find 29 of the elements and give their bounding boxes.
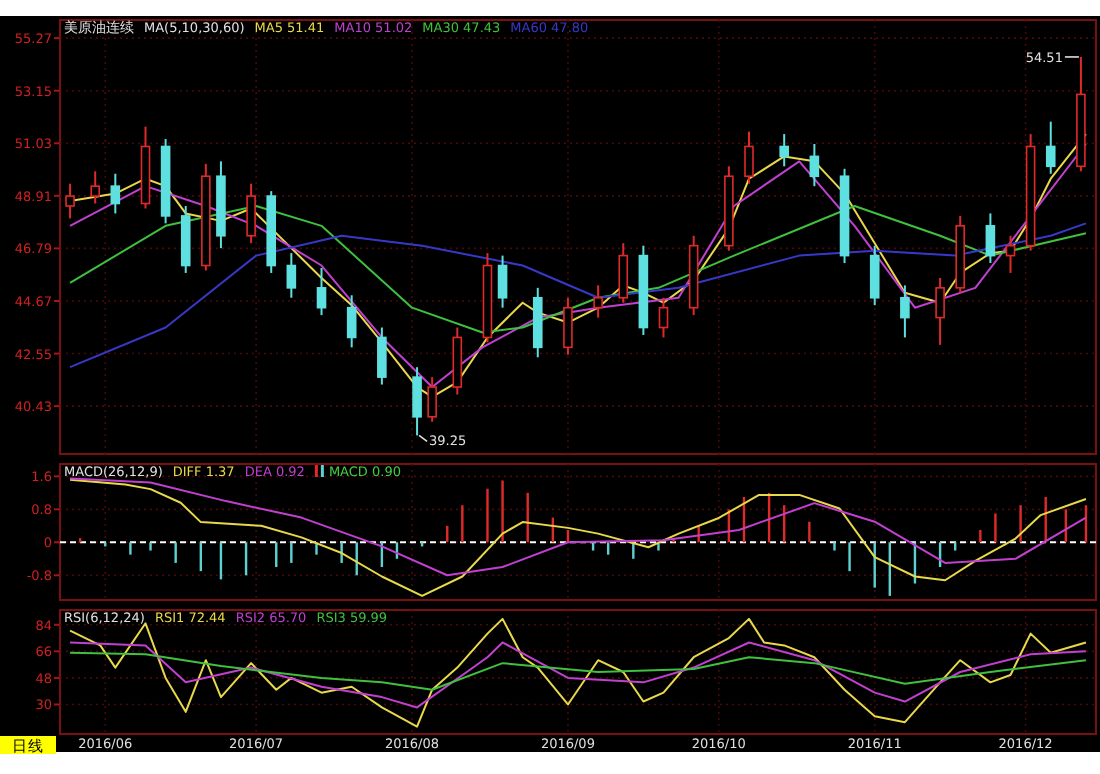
candlestick [90, 170, 100, 205]
candlestick [412, 366, 422, 437]
candlestick [246, 182, 256, 245]
candlestick [744, 130, 754, 185]
candlestick [346, 294, 357, 349]
line-series [69, 641, 1087, 709]
candlestick [110, 172, 121, 215]
candlestick [286, 252, 297, 299]
candlestick [593, 284, 603, 319]
candlestick [1005, 234, 1016, 274]
line-series [69, 477, 1087, 577]
candlestick [377, 326, 387, 386]
candlestick [497, 254, 508, 309]
candlestick [809, 143, 820, 188]
candlestick [618, 242, 629, 304]
candlestick [779, 133, 789, 168]
candlestick [427, 376, 437, 423]
candlestick [869, 244, 880, 307]
candlestick [935, 276, 945, 346]
candlestick [65, 182, 75, 220]
candlestick [985, 212, 996, 265]
candlestick [900, 284, 910, 339]
line-series [69, 478, 1087, 597]
line-series [69, 222, 1087, 369]
candlestick [563, 296, 573, 356]
candlestick [1045, 120, 1056, 175]
candlestick [658, 296, 669, 339]
line-series [69, 651, 1087, 691]
candlestick [316, 267, 327, 317]
